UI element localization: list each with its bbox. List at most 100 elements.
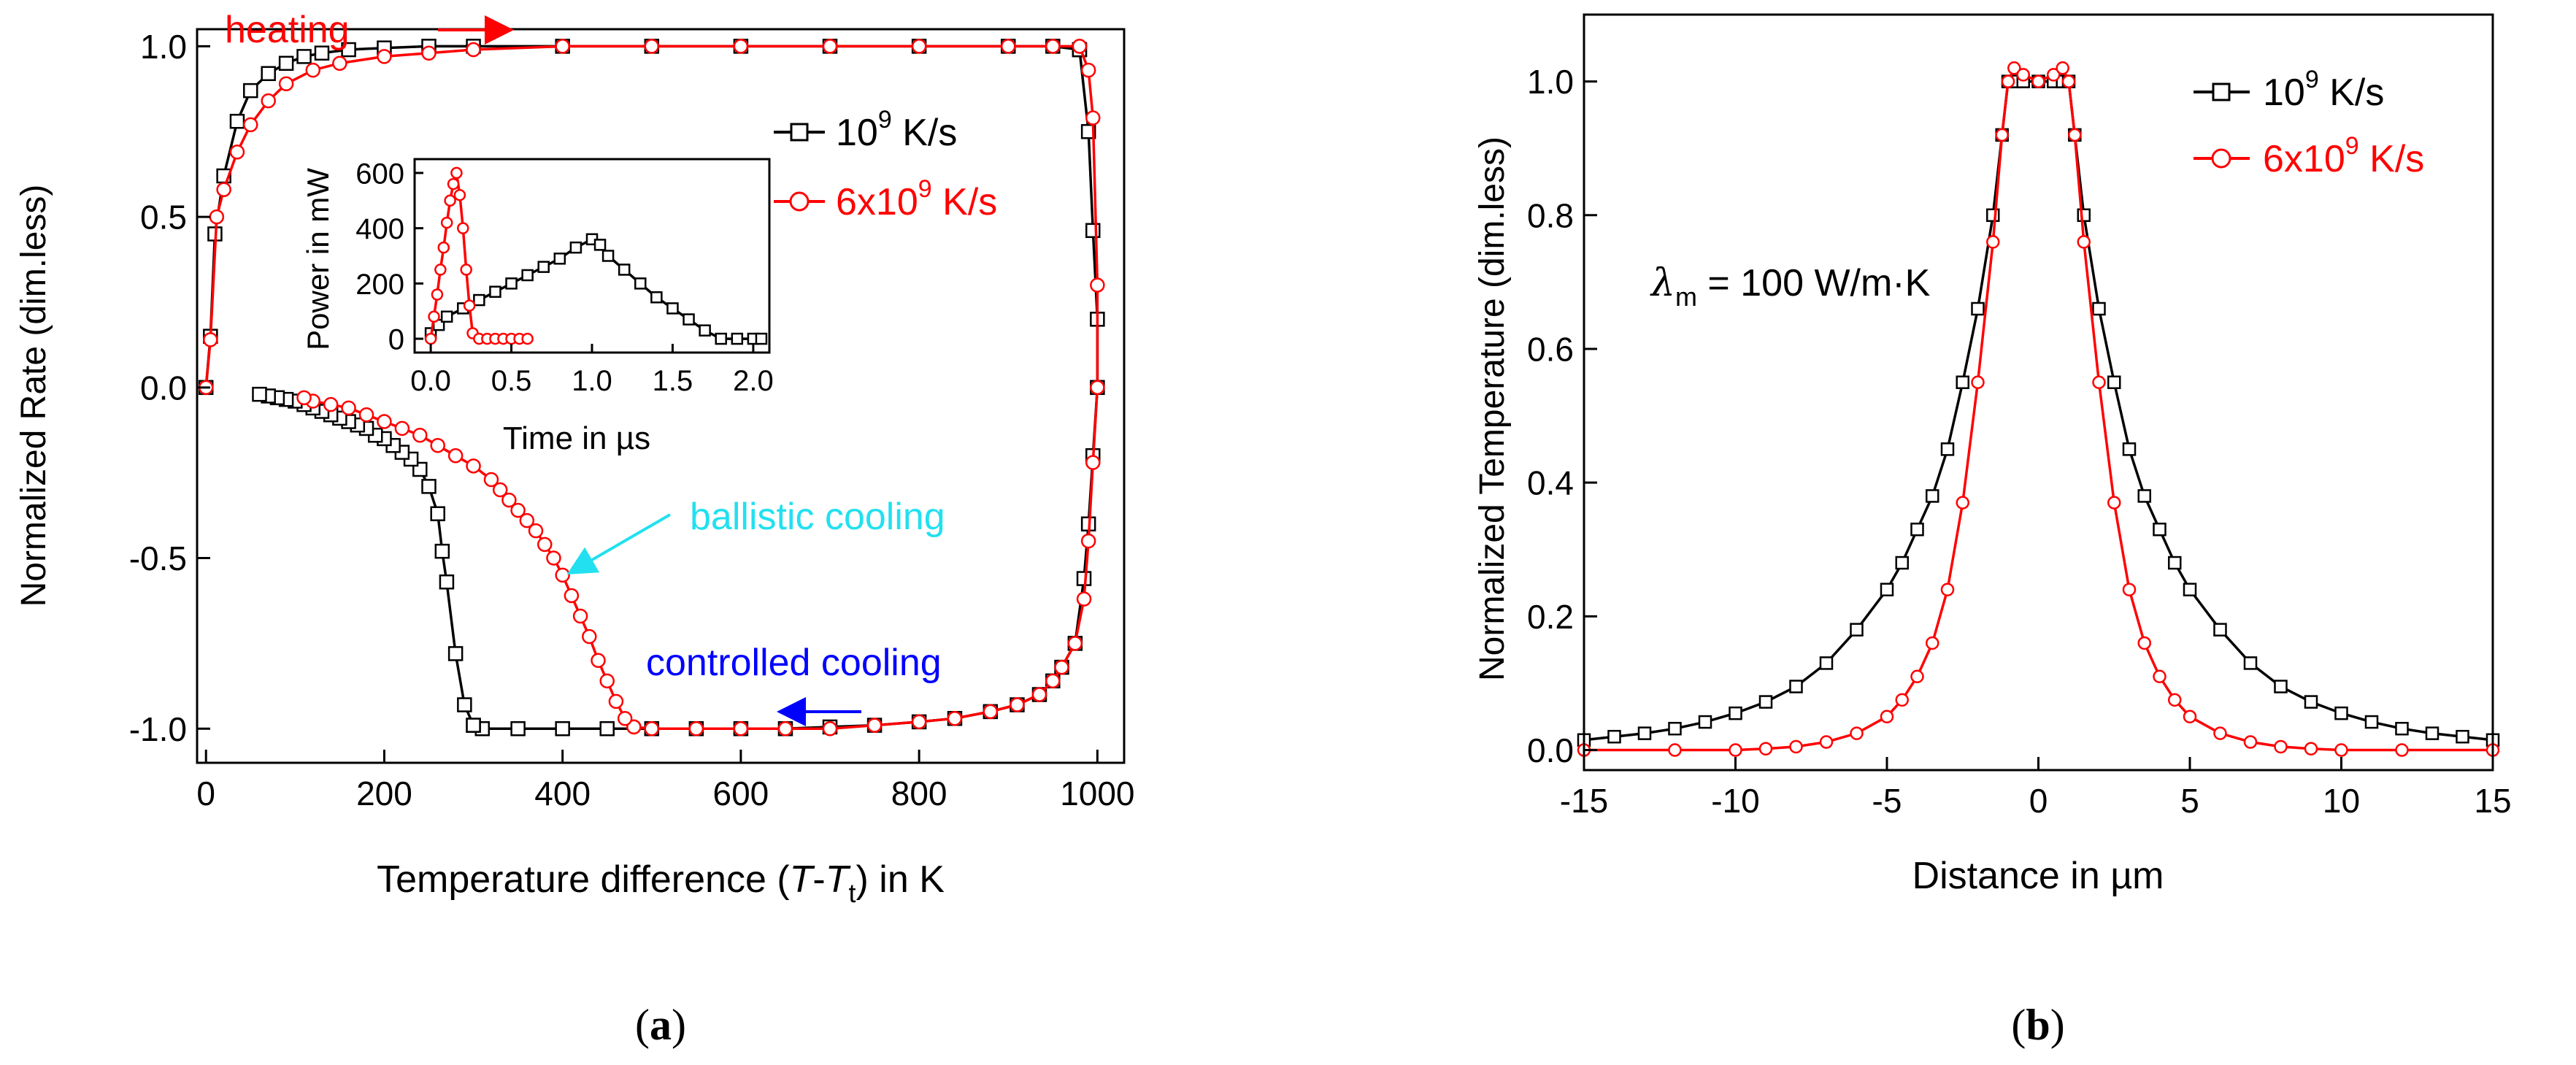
panel-a-series-2-point [216, 182, 231, 197]
panel-a-series-2-point [1031, 687, 1047, 702]
inset-series-1-point [489, 285, 501, 298]
panel-a-series-1-point [243, 82, 258, 99]
panel-b: -15 -10 -5 0 5 10 15 0.0 0.2 0.4 0.6 0.8 1.0 Normali… [1473, 13, 2512, 1049]
panel-a-series-2-point [688, 721, 704, 737]
inset-series-2-point [437, 241, 450, 254]
panel-b-ticks: -15 -10 -5 0 5 10 15 0.0 0.2 0.4 0.6 0.8 1.0 [1527, 63, 2512, 820]
inset-chart: 0.0 0.5 1.0 1.5 2.0 0 200 400 600 Power in mW Ti… [301, 158, 774, 456]
panel-b-series-2-point [1819, 735, 1834, 749]
y-tick-label: 0.2 [1527, 598, 1574, 636]
inset-series-2-point [428, 310, 440, 323]
panel-a-series-2-point [947, 710, 963, 726]
panel-a-series-2-point [866, 718, 883, 733]
panel-b-series-2-point [1758, 742, 1773, 756]
panel-b-series-1-point [2243, 656, 2258, 670]
panel-a-series-2-point [1067, 636, 1083, 651]
panel-a-series-2-point [243, 117, 258, 133]
inset-series-2-point [463, 299, 476, 312]
panel-a-series-2-point [591, 653, 606, 669]
panel-a-series-1-point [278, 55, 294, 71]
y-tick-label: 0.6 [1527, 331, 1574, 369]
x-tick-label: -10 [1711, 782, 1759, 820]
panel-a-series-2-point [377, 414, 392, 429]
panel-a-xlabel: Temperature difference (T-Tt) in K [377, 858, 945, 908]
panel-b-series-2-point [1895, 693, 1909, 707]
panel-b-series-2-point [1986, 235, 2000, 249]
inset-ylabel: Power in mW [301, 168, 335, 350]
ballistic-cooling-arrow [566, 513, 672, 575]
panel-b-ylabel: Normalized Temperature (dim.less) [1473, 137, 1512, 681]
panel-a-series-2-point [1001, 39, 1016, 54]
panel-a-series-2-point [983, 704, 999, 720]
panel-b-series-2-point [2107, 496, 2121, 510]
panel-a-series-2-point [492, 482, 508, 498]
panel-a-series-1-point [457, 697, 472, 712]
panel-b-series-2-point [2016, 68, 2030, 82]
panel-b-series-2-point [1995, 128, 2009, 142]
y-tick-label: 400 [355, 213, 404, 245]
x-tick-label: 15 [2474, 782, 2511, 820]
panel-a-series-2-point [1072, 39, 1088, 54]
panel-a-series-2-point [572, 608, 588, 624]
inset-series-1-point [666, 302, 679, 315]
y-tick-label: 0.0 [140, 369, 187, 407]
panel-a-series-2-point [555, 567, 570, 583]
panel-b-series-1-point [1758, 695, 1773, 709]
y-tick-label: 0.8 [1527, 196, 1574, 234]
panel-a-series-2-point [483, 472, 499, 488]
panel-b-series-2-point [2077, 235, 2091, 249]
panel-b-series-2-point [2213, 726, 2227, 740]
panel-b-series-1-point [1986, 208, 2000, 223]
y-tick-label: 1.0 [1527, 63, 1574, 101]
inset-series-1-point [731, 332, 744, 345]
inset-series-1-point [593, 239, 607, 251]
panel-b-legend-item-1: 109 K/s [2263, 66, 2384, 114]
panel-b-series-2-point [1668, 743, 1682, 757]
inset-series-1-point [537, 261, 550, 273]
lambda-annotation: λm = 100 W/m·K [1650, 261, 1931, 312]
x-tick-label: 0 [2029, 782, 2048, 820]
panel-b-xlabel: Distance in µm [1912, 855, 2164, 897]
inset-series-1-point [601, 250, 615, 262]
y-tick-label: 0.0 [1527, 731, 1574, 769]
x-tick-label: 0.0 [410, 365, 451, 397]
x-tick-label: 2.0 [733, 365, 774, 397]
panel-a-series-2-point [608, 693, 624, 710]
annotation-ballistic-cooling: ballistic cooling [690, 496, 945, 538]
panel-b-series-2-point [2031, 74, 2045, 88]
inset-series-1-point [755, 332, 768, 345]
inset-series-2-point [521, 332, 534, 345]
panel-a-series-2-point [305, 62, 320, 78]
panel-b-series-2-line [1584, 66, 2493, 752]
panel-b-series-1-point [2334, 706, 2348, 720]
panel-a-series-2-point [537, 537, 553, 553]
panel-a-series-2-point [430, 438, 445, 453]
panel-a-series-1-point [510, 721, 526, 737]
panel-a-series-2-point [323, 396, 339, 412]
panel-a-series-2-point [1045, 39, 1061, 54]
panel-a-series-1-point [434, 543, 450, 559]
panel-a-series-1-point [421, 479, 437, 494]
panel-a-ylabel: Normalized Rate (dim.less) [15, 185, 53, 607]
panel-b-series-1-point [1668, 721, 1682, 736]
panel-a-series-2-point [203, 332, 218, 347]
panel-a-series-1-point [466, 718, 481, 733]
panel-a-series-2-point [644, 39, 660, 54]
inset-series-2-point [447, 177, 460, 191]
panel-b-series-2-point [2183, 710, 2197, 723]
inset-series-1-point [650, 291, 663, 304]
legend-circle-marker [789, 191, 810, 212]
panel-b-series-2-point [2092, 375, 2106, 390]
panel-a-series-2-point [911, 39, 927, 54]
panel-b-series-2-point [1850, 726, 1864, 740]
inset-series-2-point [424, 332, 437, 345]
panel-a-series-2-point [777, 721, 793, 737]
inset-series-2-point [457, 222, 469, 234]
panel-b-series-2-point [2243, 735, 2258, 749]
y-tick-label: 200 [355, 269, 404, 301]
panel-b-series-1-point [1910, 523, 1924, 537]
panel-b-series-2-point [2137, 636, 2151, 650]
inset-series-1-point [618, 264, 631, 276]
panel-a-series-2-point [332, 55, 347, 71]
